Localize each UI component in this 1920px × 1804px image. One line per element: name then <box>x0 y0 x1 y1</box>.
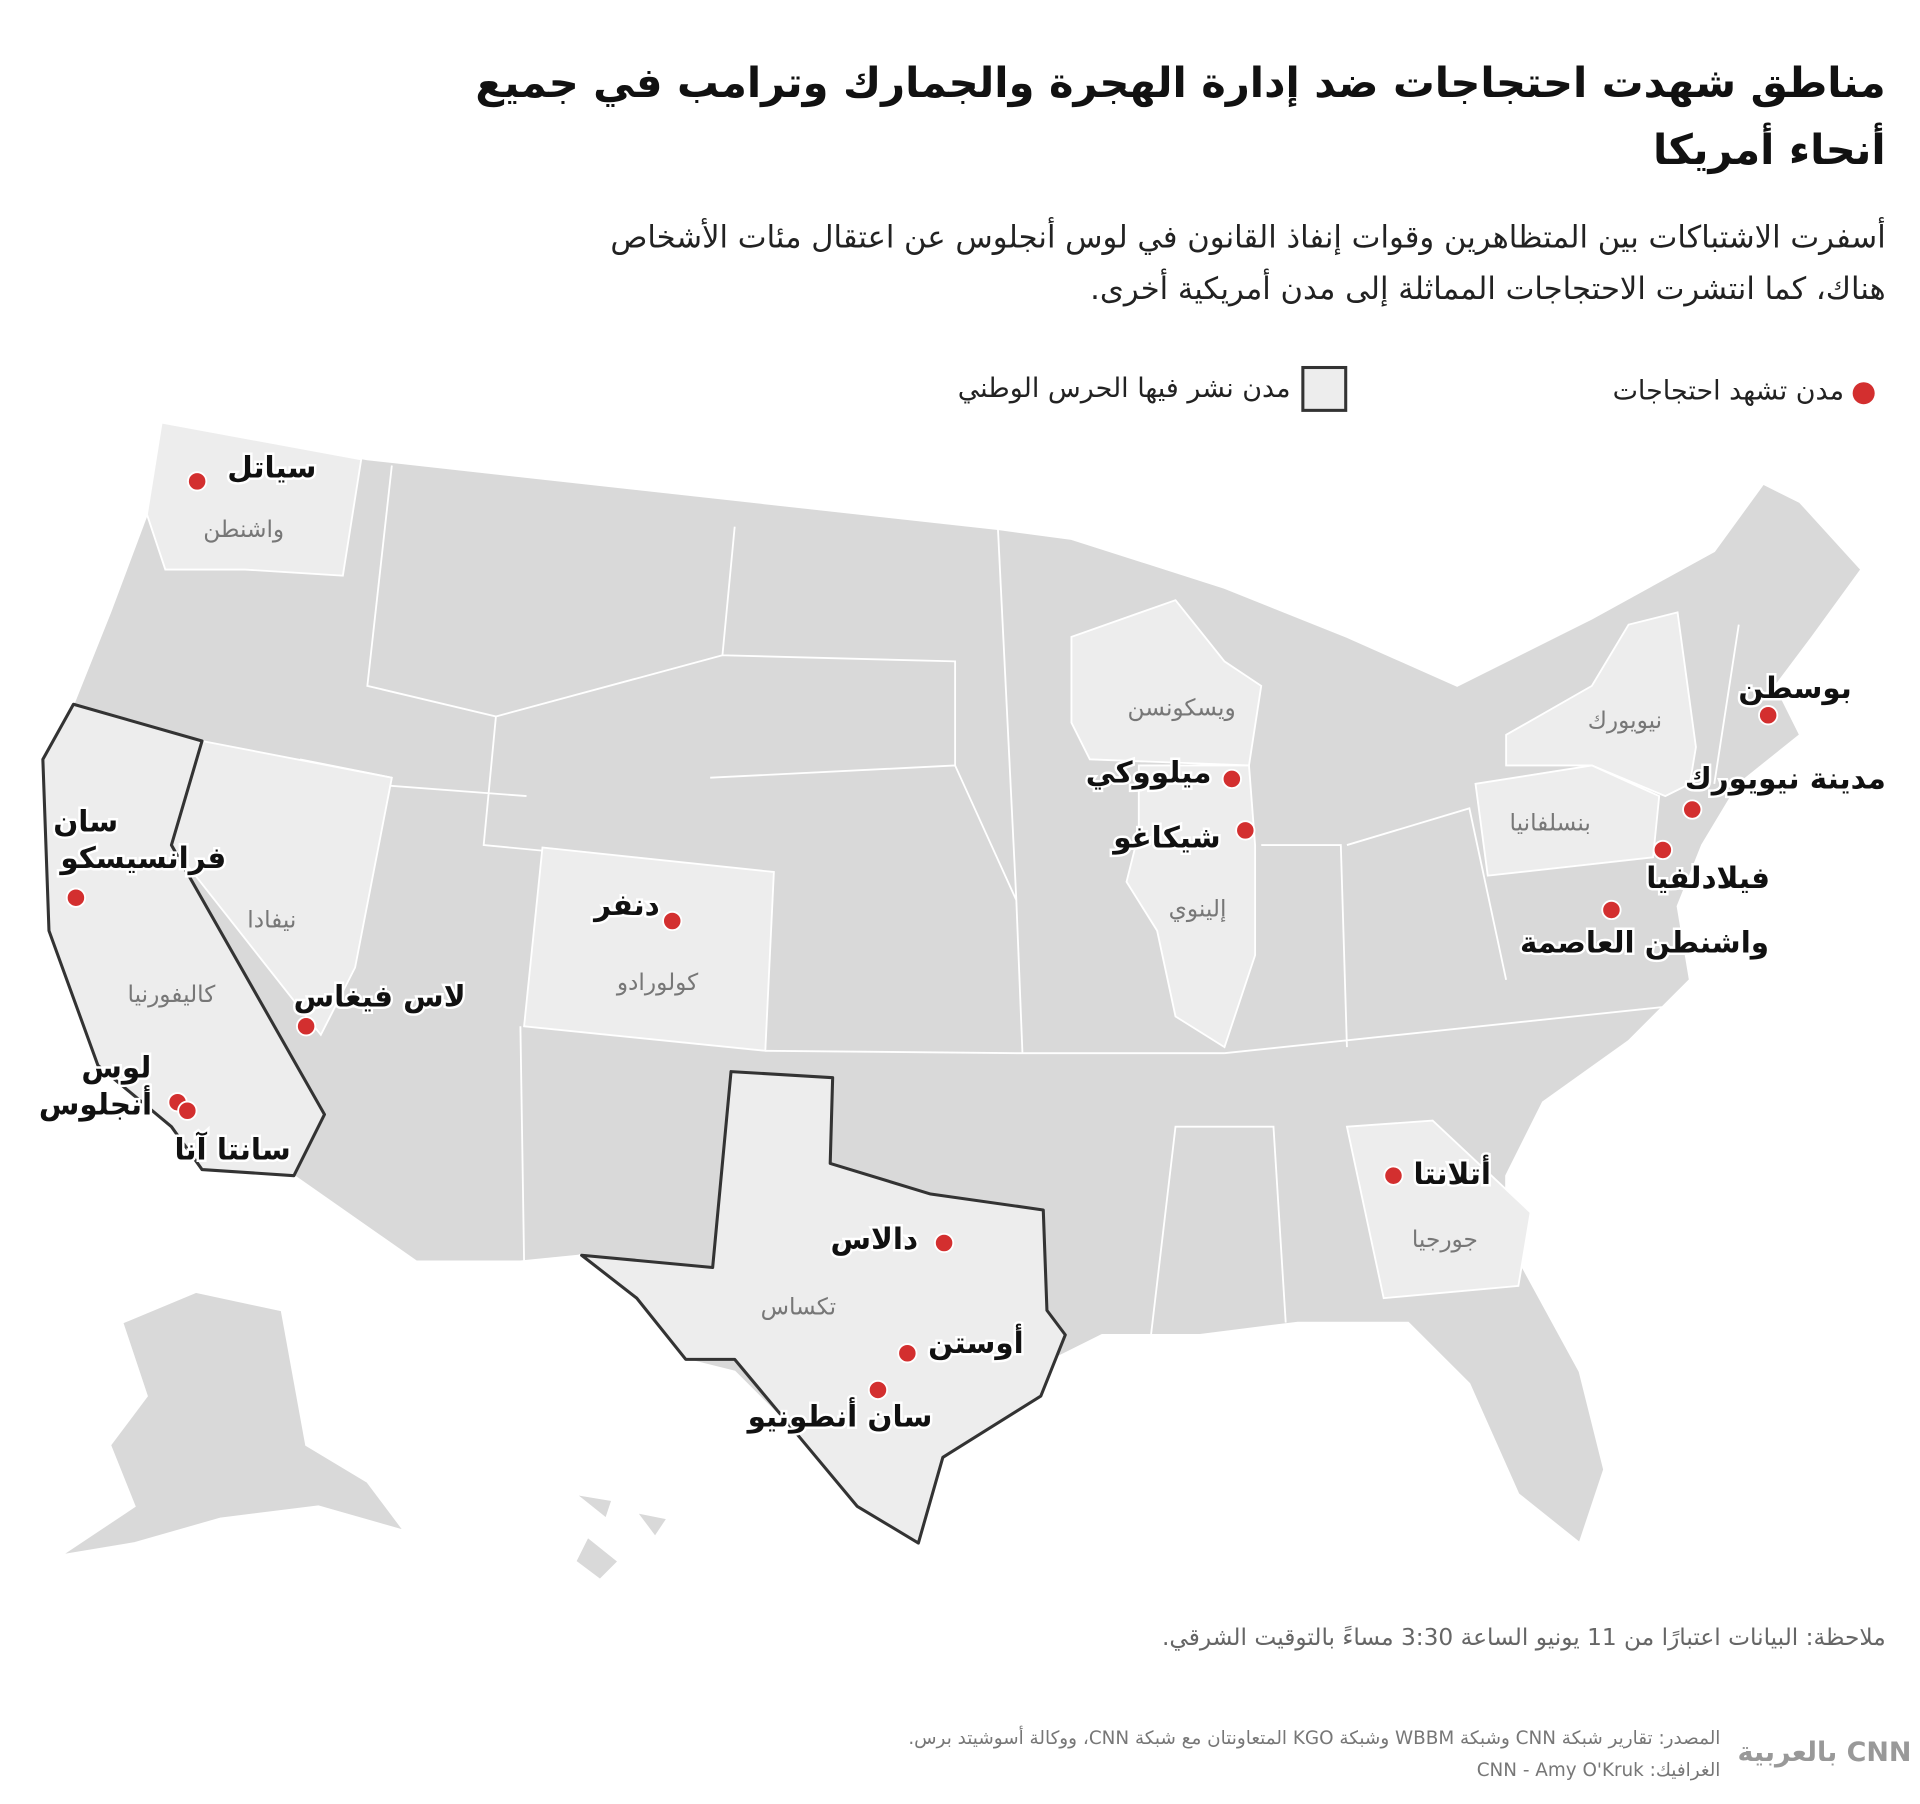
note: ملاحظة: البيانات اعتبارًا من 11 يونيو ال… <box>1162 1624 1886 1651</box>
city-dot <box>1601 899 1622 921</box>
subtitle-line: أسفرت الاشتباكات بين المتظاهرين وقوات إن… <box>610 216 1885 255</box>
city-dot <box>933 1232 955 1254</box>
city-label: واشنطن العاصمة <box>1520 926 1769 960</box>
city-dot <box>65 887 87 908</box>
map <box>41 421 1863 1581</box>
state-label: كاليفورنيا <box>128 981 217 1008</box>
state-label: كولورادو <box>616 969 699 996</box>
city-dot <box>1682 799 1703 820</box>
title-line: مناطق شهدت احتجاجات ضد إدارة الهجرة والج… <box>475 58 1885 108</box>
logo: CNN بالعربية <box>1738 1737 1912 1768</box>
city-dot <box>1235 820 1256 841</box>
hawaii <box>572 1492 669 1581</box>
city-dot <box>177 1100 198 1121</box>
city-label: سان أنطونيو <box>746 1398 933 1434</box>
city-label: فيلادلفيا <box>1646 861 1770 895</box>
state-illinois <box>1125 764 1257 1049</box>
state-colorado <box>523 846 775 1052</box>
source: المصدر: تقارير شبكة CNN وشبكة WBBM وشبكة… <box>908 1726 1720 1749</box>
city-label: دنفر <box>592 888 660 922</box>
alaska <box>60 1291 407 1557</box>
city-label: سياتل <box>227 451 316 485</box>
state-wisconsin <box>1070 599 1263 767</box>
city-label: لاس فيغاس <box>294 980 466 1014</box>
legend-swatch-guard <box>1301 365 1348 412</box>
city-dot <box>1383 1165 1404 1186</box>
guard-outline-california <box>41 702 327 1178</box>
guard-outline-texas <box>580 1070 1067 1545</box>
legend-guard: مدن نشر فيها الحرس الوطني <box>958 373 1291 404</box>
city-dot <box>1758 705 1779 726</box>
state-label: جورجيا <box>1412 1226 1478 1253</box>
credit: الغرافيك: CNN - Amy O'Kruk <box>1477 1760 1721 1781</box>
city-label: لوس <box>81 1051 151 1085</box>
city-dot <box>867 1379 889 1401</box>
city-label: سانتا آنا <box>174 1131 290 1167</box>
title-line: أنحاء أمريكا <box>1653 122 1886 175</box>
city-dot <box>187 471 208 492</box>
state-pennsylvania <box>1474 764 1661 877</box>
state-label: إلينوي <box>1169 895 1227 923</box>
state-label: واشنطن <box>203 516 284 543</box>
legend-swatch-protest <box>1852 382 1875 405</box>
state-label: تكساس <box>761 1293 837 1320</box>
city-label: سان <box>53 805 118 839</box>
labels: واشنطن نيفادا كاليفورنيا كولورادو تكساس ويسكو… <box>36 448 1888 1436</box>
city-dot <box>897 1343 918 1364</box>
city-label: أتلانتا <box>1414 1155 1491 1191</box>
city-label: مدينة نيويورك <box>1685 762 1886 796</box>
state-label: بنسلفانيا <box>1510 810 1591 837</box>
state-label: نيويورك <box>1588 707 1662 734</box>
state-georgia <box>1345 1119 1532 1300</box>
city-dot <box>662 910 683 932</box>
state-label: نيفادا <box>247 906 296 933</box>
city-label: دالاس <box>831 1222 919 1256</box>
city-label: أوستن <box>928 1324 1024 1360</box>
city-label: أنجلوس <box>39 1085 152 1121</box>
city-label: بوسطن <box>1738 671 1851 705</box>
city-label: فرانسيسكو <box>58 841 226 875</box>
state-label: ويسكونسن <box>1128 695 1236 722</box>
state-new-york <box>1505 611 1697 798</box>
city-dot <box>1652 839 1673 861</box>
city-dot <box>296 1016 317 1037</box>
legend-protests: مدن تشهد احتجاجات <box>1613 376 1845 407</box>
city-label: شيكاغو <box>1111 820 1220 854</box>
city-dot <box>1221 768 1242 790</box>
subtitle-line: هناك، كما انتشرت الاحتجاجات المماثلة إلى… <box>1090 268 1886 307</box>
city-label: ميلووكي <box>1086 756 1212 791</box>
state-washington <box>145 421 363 577</box>
